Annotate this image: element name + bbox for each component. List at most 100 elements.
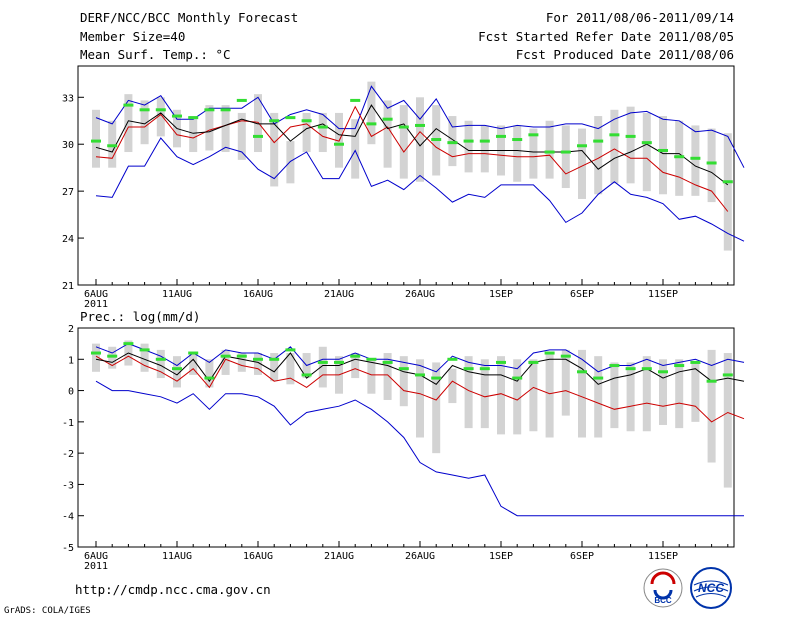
x-tick-label: 21AUG [324, 289, 354, 300]
spread-box [367, 359, 376, 394]
spread-box [497, 356, 505, 435]
spread-box [92, 343, 100, 372]
spread-box [221, 349, 230, 375]
spread-box [513, 125, 522, 182]
spread-box [399, 356, 408, 407]
observed-marker [415, 373, 425, 377]
spread-box [351, 119, 360, 179]
observed-marker [269, 119, 280, 123]
observed-marker [172, 114, 182, 118]
observed-marker [560, 150, 571, 154]
spread-box [578, 128, 586, 199]
spread-box [302, 112, 311, 153]
observed-marker [463, 367, 474, 371]
observed-marker [317, 360, 328, 364]
x-tick-label: 6SEP [570, 551, 594, 562]
spread-box [545, 120, 554, 179]
spread-box [140, 100, 149, 145]
spread-box [205, 359, 214, 388]
x-tick-label: 16AUG [243, 551, 273, 562]
observed-marker [285, 116, 296, 120]
observed-marker [560, 354, 571, 358]
observed-marker [91, 139, 101, 143]
prec-label: Prec.: log(mm/d) [80, 309, 201, 324]
spread-box [691, 362, 700, 422]
observed-marker [431, 376, 442, 380]
spread-box [92, 109, 100, 168]
spread-box [383, 353, 392, 400]
observed-marker [463, 139, 474, 143]
spread-box [464, 120, 473, 173]
observed-marker [609, 133, 620, 137]
spread-box [140, 343, 149, 372]
y-tick-label: -1 [62, 418, 74, 429]
y-tick-label: -5 [62, 543, 74, 554]
spread-box [205, 105, 214, 151]
x-tick-label: 11SEP [648, 289, 678, 300]
y-tick-label: 27 [62, 187, 74, 198]
x-tick-label: 21AUG [324, 551, 354, 562]
spread-box [642, 112, 651, 192]
ensemble-mean-line [95, 104, 729, 186]
forecast-produced: Fcst Produced Date 2011/08/06 [515, 47, 734, 62]
spread-box [270, 353, 279, 382]
y-tick-label: 33 [62, 93, 74, 104]
observed-marker [253, 357, 263, 361]
plot-frame-2 [77, 327, 735, 548]
spread-box [659, 359, 667, 425]
observed-marker [544, 351, 555, 355]
spread-box [659, 116, 667, 195]
observed-marker [512, 138, 523, 142]
observed-marker [107, 354, 118, 358]
observed-marker [334, 142, 344, 146]
observed-marker [139, 348, 150, 352]
spread-box [448, 368, 457, 404]
y-tick-label: 1 [68, 355, 74, 366]
observed-marker [641, 367, 652, 371]
spread-box [318, 346, 327, 388]
control-line [95, 355, 745, 423]
spread-box [270, 112, 279, 187]
observed-marker [382, 360, 393, 364]
observed-marker [528, 360, 539, 364]
spread-box [513, 359, 522, 435]
spread-box [675, 359, 684, 429]
spread-box [723, 133, 732, 251]
spread-box [448, 116, 457, 167]
spread-box [286, 353, 295, 385]
spread-box [675, 120, 684, 196]
spread-box [108, 346, 117, 369]
x-tick-label: 6AUG [84, 289, 108, 300]
observed-marker [123, 103, 134, 107]
spread-box [529, 359, 538, 432]
observed-marker [155, 357, 166, 361]
observed-marker [366, 122, 377, 126]
spread-box [642, 356, 651, 432]
observed-marker [204, 108, 215, 112]
source-url[interactable]: http://cmdp.ncc.cma.gov.cn [75, 582, 271, 597]
plot-frame-1 [77, 65, 735, 286]
spread-box [237, 353, 246, 372]
observed-marker [431, 138, 442, 142]
observed-marker [544, 150, 555, 154]
observed-marker [479, 139, 490, 143]
observed-marker [301, 373, 312, 377]
observed-marker [350, 354, 361, 358]
observed-marker [236, 98, 247, 102]
spread-box [594, 356, 603, 438]
observed-marker [674, 364, 685, 368]
observed-marker [496, 360, 506, 364]
spread-box [529, 128, 538, 179]
observed-marker [285, 348, 296, 352]
spread-box [610, 109, 619, 184]
spread-box [480, 359, 489, 429]
observed-marker [91, 351, 101, 355]
lower-bound-line [95, 380, 744, 517]
observed-marker [366, 357, 377, 361]
x-tick-label: 1SEP [489, 289, 513, 300]
observed-marker [577, 144, 587, 148]
observed-marker [706, 379, 717, 383]
observed-marker [690, 360, 701, 364]
spread-box [626, 362, 635, 432]
